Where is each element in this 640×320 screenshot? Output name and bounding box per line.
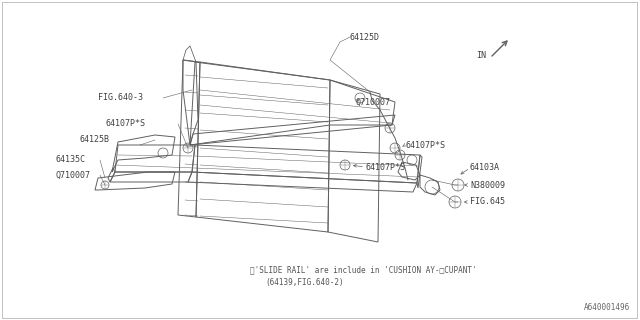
Text: Q710007: Q710007	[355, 98, 390, 107]
Text: 64107P*S: 64107P*S	[405, 140, 445, 149]
Text: FIG.640-3: FIG.640-3	[98, 93, 143, 102]
Text: 64125B: 64125B	[80, 135, 110, 145]
Text: 64107P*S: 64107P*S	[365, 163, 405, 172]
Text: 64107P*S: 64107P*S	[105, 119, 145, 129]
Text: (64139,FIG.640-2): (64139,FIG.640-2)	[265, 278, 344, 287]
Text: N380009: N380009	[470, 180, 505, 189]
Text: ※'SLIDE RAIL' are include in 'CUSHION AY-□CUPANT': ※'SLIDE RAIL' are include in 'CUSHION AY…	[250, 266, 477, 275]
Text: IN: IN	[476, 51, 486, 60]
Text: Q710007: Q710007	[55, 171, 90, 180]
Text: A640001496: A640001496	[584, 303, 630, 313]
Text: 64135C: 64135C	[55, 156, 85, 164]
Text: 64103A: 64103A	[470, 164, 500, 172]
Text: 64125D: 64125D	[350, 33, 380, 42]
Text: FIG.645: FIG.645	[470, 197, 505, 206]
